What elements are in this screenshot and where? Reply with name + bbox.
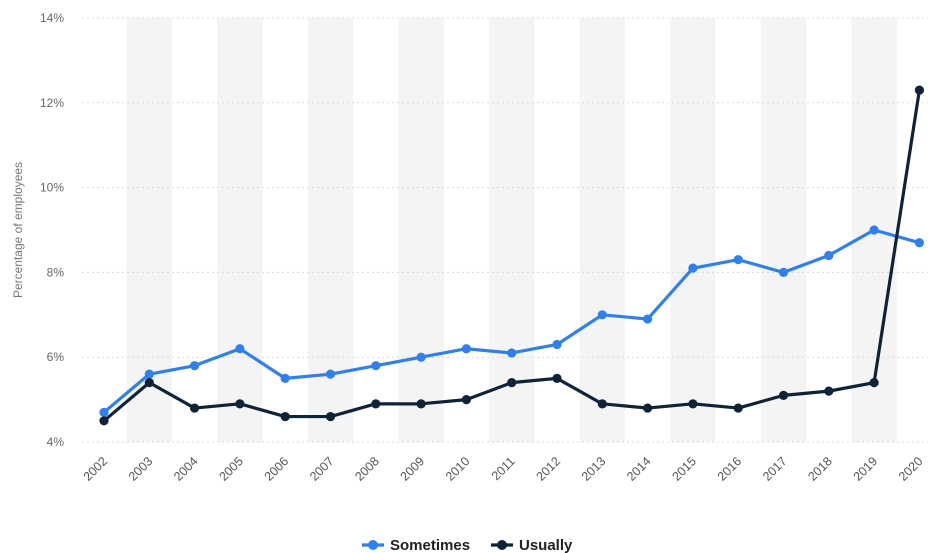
x-tick-label: 2009 — [398, 454, 428, 484]
data-point[interactable] — [461, 344, 471, 354]
data-point[interactable] — [552, 373, 562, 383]
data-point[interactable] — [371, 361, 381, 371]
x-tick-label: 2010 — [443, 454, 473, 484]
x-tick-label: 2020 — [896, 454, 926, 484]
x-axis-ticks: 2002 2003 2004 2005 2006 2007 2008 2009 2010 2011… — [81, 454, 926, 484]
data-point[interactable] — [280, 411, 290, 422]
x-tick-label: 2007 — [307, 454, 337, 484]
x-tick-label: 2018 — [805, 454, 835, 484]
data-point[interactable] — [190, 403, 200, 413]
data-point[interactable] — [144, 369, 154, 379]
data-point[interactable] — [235, 344, 245, 354]
column-band — [579, 18, 625, 442]
data-point[interactable] — [869, 378, 879, 388]
column-band — [760, 18, 807, 442]
legend-item-sometimes[interactable]: Sometimes — [362, 537, 470, 553]
x-tick-label: 2002 — [81, 454, 111, 484]
x-tick-label: 2015 — [669, 454, 699, 484]
data-point[interactable] — [461, 395, 471, 405]
data-point[interactable] — [416, 399, 426, 409]
legend-label: Sometimes — [390, 537, 470, 553]
y-tick-label: 8% — [47, 265, 65, 279]
x-tick-label: 2004 — [171, 454, 201, 484]
data-point[interactable] — [869, 225, 879, 235]
data-point[interactable] — [643, 314, 653, 324]
x-tick-label: 2016 — [715, 454, 745, 484]
data-point[interactable] — [824, 250, 834, 261]
x-tick-label: 2006 — [262, 454, 292, 484]
data-point[interactable] — [416, 352, 426, 362]
y-tick-label: 6% — [47, 350, 65, 364]
data-point[interactable] — [643, 403, 653, 413]
column-band — [670, 18, 716, 442]
data-point[interactable] — [597, 310, 607, 320]
data-point[interactable] — [325, 369, 336, 379]
legend-item-usually[interactable]: Usually — [491, 537, 573, 553]
legend-label: Usually — [519, 537, 573, 553]
data-point[interactable] — [778, 267, 789, 277]
legend-marker-icon — [368, 540, 378, 550]
column-band — [398, 18, 444, 442]
data-point[interactable] — [688, 263, 698, 273]
x-tick-label: 2014 — [624, 454, 654, 484]
data-point[interactable] — [371, 399, 381, 409]
y-tick-label: 12% — [40, 96, 64, 110]
data-point[interactable] — [235, 399, 245, 409]
y-tick-label: 10% — [40, 181, 64, 195]
column-band — [217, 18, 263, 442]
data-point[interactable] — [552, 339, 562, 350]
data-point[interactable] — [99, 407, 109, 417]
y-axis-ticks: 4% 6% 8% 10% 12% 14% — [40, 11, 64, 449]
data-point[interactable] — [507, 378, 517, 388]
x-tick-label: 2012 — [534, 454, 564, 484]
y-tick-label: 14% — [40, 11, 64, 25]
data-point[interactable] — [507, 348, 517, 358]
data-point[interactable] — [914, 85, 925, 95]
x-tick-label: 2013 — [579, 454, 609, 484]
series-usually — [99, 85, 925, 426]
x-tick-label: 2008 — [352, 454, 382, 484]
y-axis-label: Percentage of employees — [11, 162, 25, 298]
data-point[interactable] — [99, 416, 109, 426]
x-tick-label: 2017 — [760, 454, 790, 484]
data-point[interactable] — [144, 378, 154, 388]
series-sometimes — [99, 225, 925, 417]
y-tick-label: 4% — [47, 435, 65, 449]
data-point[interactable] — [733, 255, 743, 265]
data-point[interactable] — [325, 411, 336, 422]
x-tick-label: 2019 — [851, 454, 881, 484]
data-point[interactable] — [280, 373, 290, 383]
x-tick-label: 2003 — [126, 454, 156, 484]
x-tick-label: 2011 — [489, 454, 518, 483]
data-point[interactable] — [688, 399, 698, 409]
data-point[interactable] — [733, 403, 743, 413]
data-point[interactable] — [597, 399, 607, 409]
legend-marker-icon — [497, 540, 507, 550]
column-band — [489, 18, 535, 442]
data-point[interactable] — [914, 238, 925, 248]
data-point[interactable] — [824, 386, 834, 396]
data-point[interactable] — [778, 390, 789, 400]
column-bands — [126, 18, 897, 442]
data-point[interactable] — [190, 361, 200, 371]
series-lines — [99, 85, 925, 426]
x-tick-label: 2005 — [216, 454, 246, 484]
legend[interactable]: Sometimes Usually — [362, 537, 573, 553]
